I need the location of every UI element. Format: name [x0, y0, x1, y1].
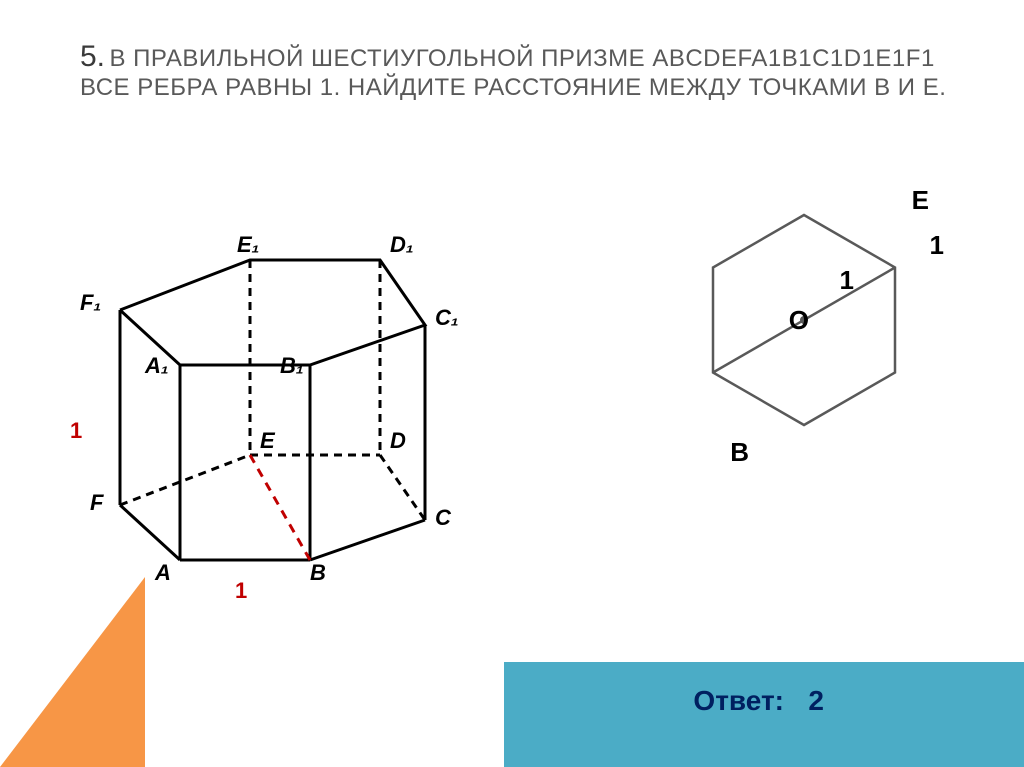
triangle-decoration [0, 577, 145, 767]
hex-label-1b: 1 [930, 230, 944, 261]
label-B: B [310, 560, 326, 586]
diagram-area: E₁ D₁ F₁ C₁ A₁ B₁ E D F C A B 1 1 E B O … [0, 190, 1024, 650]
hex-label-B: B [730, 437, 749, 468]
label-F1: F₁ [80, 290, 101, 316]
answer-label: Ответ: [693, 685, 784, 717]
problem-text: В ПРАВИЛЬНОЙ ШЕСТИУГОЛЬНОЙ ПРИЗМЕ ABCDEF… [80, 45, 946, 101]
hex-label-1a: 1 [840, 265, 854, 296]
label-red-bottom: 1 [235, 578, 247, 604]
label-D1: D₁ [390, 232, 414, 258]
label-B1: B₁ [280, 353, 304, 379]
label-D: D [390, 428, 406, 454]
label-F: F [90, 490, 103, 516]
hex-label-O: O [789, 305, 809, 336]
label-E1: E₁ [237, 232, 259, 258]
label-C1: C₁ [435, 305, 459, 331]
answer-value: 2 [808, 685, 824, 717]
label-red-left: 1 [70, 418, 82, 444]
label-A: A [155, 560, 171, 586]
label-E: E [260, 428, 275, 454]
label-A1: A₁ [145, 353, 169, 379]
problem-number: 5. [80, 40, 105, 73]
hex-label-E: E [912, 185, 929, 216]
prism-diagram [80, 190, 500, 610]
label-C: C [435, 505, 451, 531]
problem-title: 5. В ПРАВИЛЬНОЙ ШЕСТИУГОЛЬНОЙ ПРИЗМЕ ABC… [0, 0, 1024, 122]
